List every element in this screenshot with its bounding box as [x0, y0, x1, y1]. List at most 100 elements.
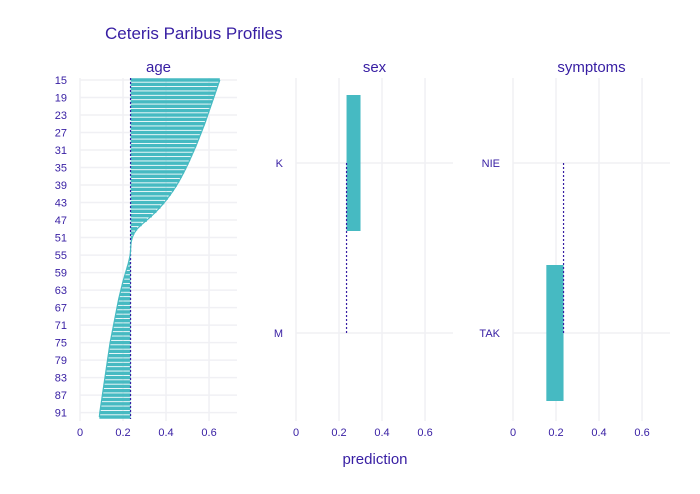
- bar-age-18: [130, 91, 216, 95]
- bar-age-66: [117, 301, 131, 305]
- bar-age-50: [130, 231, 135, 235]
- y-tick-label: 19: [55, 93, 67, 105]
- bar-age-48: [130, 222, 142, 227]
- y-tick-label: 83: [55, 373, 67, 385]
- y-tick-label: 71: [55, 320, 67, 332]
- y-tick-label: 31: [55, 145, 67, 157]
- bar-age-65: [118, 297, 131, 301]
- panel-title-age: age: [146, 59, 171, 76]
- bar-age-88: [101, 397, 131, 402]
- bar-age-15: [130, 78, 220, 82]
- bar-age-74: [110, 336, 131, 340]
- panel-sex: sex 0 0.2 0.4 0.6 K M: [274, 59, 453, 439]
- y-tick-label: 55: [55, 250, 67, 262]
- y-tick-label: 27: [55, 128, 67, 140]
- y-tick-label: 67: [55, 303, 67, 315]
- bar-age-34: [130, 161, 189, 165]
- bar-age-72: [112, 327, 131, 332]
- bar-age-16: [130, 82, 219, 87]
- bar-age-49: [130, 227, 138, 231]
- panel-title-sex: sex: [363, 59, 387, 76]
- y-tick-label: 79: [55, 355, 67, 367]
- bar-age-42: [130, 196, 168, 200]
- y-tick-label: 51: [55, 233, 67, 245]
- y-tick-label: 91: [55, 408, 67, 420]
- bar-age-92: [99, 415, 131, 419]
- x-tick-label: 0.4: [158, 427, 173, 439]
- bar-age-57: [128, 262, 131, 266]
- bar-age-41: [130, 192, 171, 196]
- bar-age-23: [130, 113, 208, 117]
- x-tick-label: 0: [293, 427, 299, 439]
- bar-age-81: [106, 367, 131, 371]
- bar-age-31: [130, 148, 195, 152]
- bar-age-59: [125, 270, 131, 275]
- y-tick-label: 39: [55, 180, 67, 192]
- bar-age-45: [130, 209, 157, 214]
- x-tick-label: 0.6: [201, 427, 216, 439]
- bar-age-69: [115, 314, 131, 319]
- bar-age-91: [99, 410, 131, 415]
- bar-age-28: [130, 135, 200, 139]
- x-tick-label: 0: [77, 427, 83, 439]
- bar-age-64: [119, 292, 131, 297]
- x-tick-label: 0: [510, 427, 516, 439]
- bar-age-68: [116, 310, 131, 314]
- bar-age-82: [105, 371, 131, 375]
- bar-age-47: [130, 218, 147, 222]
- y-tick-label: 75: [55, 338, 67, 350]
- y-tick-label: K: [276, 158, 284, 170]
- chart-title: Ceteris Paribus Profiles: [105, 24, 283, 43]
- bar-age-35: [130, 165, 187, 170]
- bar-age-58: [126, 266, 131, 270]
- y-tick-label: 15: [55, 75, 67, 87]
- y-tick-label: NIE: [482, 158, 500, 170]
- bar-age-67: [116, 305, 131, 310]
- x-tick-label: 0.2: [115, 427, 130, 439]
- panel-title-symptoms: symptoms: [557, 59, 625, 76]
- y-tick-label: 43: [55, 198, 67, 210]
- bar-age-46: [130, 213, 152, 218]
- bar-age-80: [106, 362, 131, 367]
- bar-age-79: [107, 358, 131, 362]
- bar-age-70: [114, 318, 131, 323]
- bar-age-36: [130, 170, 185, 174]
- y-tick-label: 59: [55, 268, 67, 280]
- x-tick-label: 0.6: [634, 427, 649, 439]
- bar-age-60: [124, 275, 131, 279]
- bar-age-83: [104, 375, 131, 380]
- bar-age-37: [130, 174, 182, 179]
- y-tick-label: 63: [55, 285, 67, 297]
- profile-line: [98, 79, 221, 418]
- bar-age-19: [130, 95, 214, 100]
- y-tick-label: 23: [55, 110, 67, 122]
- bar-symptoms-TAK: [546, 265, 564, 401]
- bar-age-86: [103, 388, 131, 393]
- bar-age-78: [108, 353, 131, 358]
- x-tick-label: 0.4: [374, 427, 389, 439]
- bar-age-33: [130, 157, 191, 161]
- y-tick-label: TAK: [479, 328, 500, 340]
- bar-age-61: [123, 279, 131, 284]
- x-tick-label: 0.2: [331, 427, 346, 439]
- bar-age-26: [130, 126, 204, 130]
- bar-age-51: [130, 235, 133, 240]
- bar-age-39: [130, 183, 177, 187]
- bar-age-21: [130, 104, 211, 109]
- bar-age-17: [130, 87, 217, 91]
- bar-age-56: [129, 257, 131, 262]
- bar-age-40: [130, 187, 174, 192]
- bar-age-38: [130, 178, 180, 183]
- bar-age-75: [110, 340, 131, 345]
- bar-age-32: [130, 152, 193, 157]
- bar-age-25: [130, 122, 205, 126]
- x-axis-label: prediction: [342, 451, 407, 468]
- bar-age-62: [121, 283, 131, 288]
- panel-symptoms: symptoms 0 0.2 0.4 0.6 NIE TAK: [479, 59, 670, 439]
- bar-age-71: [113, 323, 131, 327]
- x-tick-label: 0.4: [591, 427, 606, 439]
- y-tick-label: M: [274, 328, 283, 340]
- bar-age-63: [120, 288, 131, 292]
